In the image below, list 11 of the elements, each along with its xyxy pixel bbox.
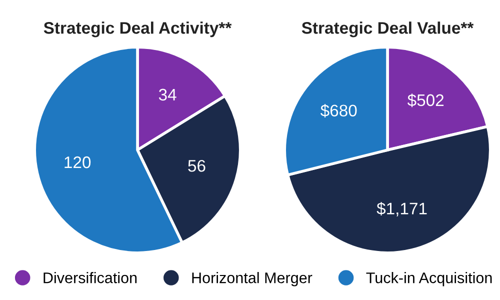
legend-label: Horizontal Merger (192, 272, 312, 286)
legend-label: Tuck-in Acquisition (366, 272, 492, 286)
chart-title: Strategic Deal Activity** (44, 22, 232, 38)
data-label: $1,171 (376, 202, 427, 216)
data-label: $502 (407, 94, 444, 108)
data-label: 34 (158, 88, 176, 101)
data-label: 56 (188, 160, 206, 172)
legend-label: Diversification (44, 272, 137, 284)
chart-title: Strategic Deal Value** (302, 22, 474, 38)
data-label: $680 (320, 104, 357, 118)
data-label: 120 (64, 156, 91, 168)
